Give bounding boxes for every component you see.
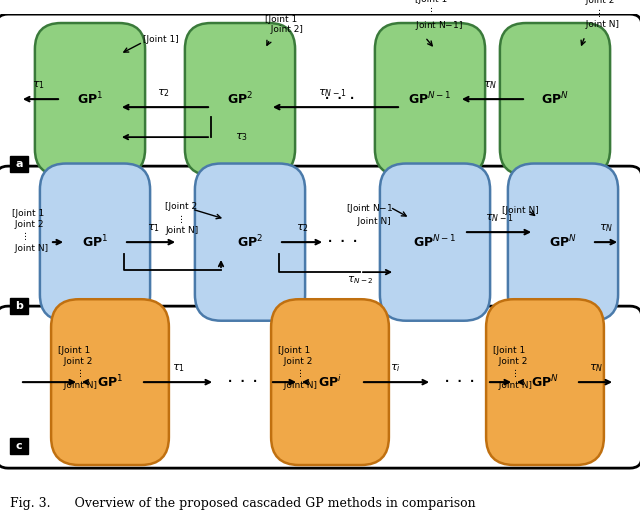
Text: $\tau_N$: $\tau_N$ xyxy=(599,222,613,234)
FancyBboxPatch shape xyxy=(375,23,485,175)
FancyBboxPatch shape xyxy=(500,23,610,175)
Text: $\tau_1$: $\tau_1$ xyxy=(31,79,44,91)
FancyBboxPatch shape xyxy=(0,166,640,328)
FancyBboxPatch shape xyxy=(0,14,640,186)
FancyBboxPatch shape xyxy=(0,306,640,468)
Text: $\tau_2$: $\tau_2$ xyxy=(296,222,308,234)
FancyBboxPatch shape xyxy=(40,163,150,321)
Text: GP$^2$: GP$^2$ xyxy=(237,234,263,250)
FancyBboxPatch shape xyxy=(271,299,389,465)
FancyBboxPatch shape xyxy=(195,163,305,321)
Text: Fig. 3.      Overview of the proposed cascaded GP methods in comparison: Fig. 3. Overview of the proposed cascade… xyxy=(10,498,476,510)
Text: GP$^1$: GP$^1$ xyxy=(77,91,103,108)
Text: $\tau_i$: $\tau_i$ xyxy=(390,362,401,374)
Text: [Joint 1
  Joint 2
     $\vdots$
  Joint N]: [Joint 1 Joint 2 $\vdots$ Joint N] xyxy=(580,0,619,29)
Text: [Joint 1
 Joint 2
   $\vdots$
 Joint N]: [Joint 1 Joint 2 $\vdots$ Joint N] xyxy=(12,209,48,253)
Text: $\tau_{N-1}$: $\tau_{N-1}$ xyxy=(485,212,513,224)
FancyBboxPatch shape xyxy=(10,438,28,454)
Text: $\tau_2$: $\tau_2$ xyxy=(157,87,170,99)
Text: [Joint 1
  Joint 2
      $\vdots$
  Joint N]: [Joint 1 Joint 2 $\vdots$ Joint N] xyxy=(58,346,97,390)
FancyBboxPatch shape xyxy=(10,156,28,172)
Text: GP$^N$: GP$^N$ xyxy=(541,91,569,108)
Text: GP$^i$: GP$^i$ xyxy=(318,374,342,390)
Text: GP$^N$: GP$^N$ xyxy=(531,374,559,391)
Text: c: c xyxy=(16,441,22,451)
Text: GP$^{N-1}$: GP$^{N-1}$ xyxy=(408,91,452,108)
FancyBboxPatch shape xyxy=(51,299,169,465)
Text: GP$^N$: GP$^N$ xyxy=(549,234,577,250)
Text: GP$^2$: GP$^2$ xyxy=(227,91,253,108)
Text: $\tau_3$: $\tau_3$ xyxy=(235,131,248,143)
FancyBboxPatch shape xyxy=(508,163,618,321)
Text: [Joint 1
    $\vdots$
Joint N$-$1]: [Joint 1 $\vdots$ Joint N$-$1] xyxy=(415,0,463,32)
Text: · · ·: · · · xyxy=(328,233,358,251)
Text: $\tau_1$: $\tau_1$ xyxy=(147,222,159,234)
Text: $\tau_{N-1}$: $\tau_{N-1}$ xyxy=(318,87,346,99)
Text: $\tau_N$: $\tau_N$ xyxy=(589,362,603,374)
Text: [Joint N]: [Joint N] xyxy=(502,206,539,215)
Text: [Joint N$-$1
    Joint N]: [Joint N$-$1 Joint N] xyxy=(346,202,394,226)
FancyBboxPatch shape xyxy=(10,298,28,314)
FancyBboxPatch shape xyxy=(380,163,490,321)
Text: [Joint 1]: [Joint 1] xyxy=(143,35,179,44)
Text: $\tau_N$: $\tau_N$ xyxy=(483,79,497,91)
Text: b: b xyxy=(15,301,23,311)
Text: [Joint 2
    $\vdots$
Joint N]: [Joint 2 $\vdots$ Joint N] xyxy=(165,202,198,235)
Text: [Joint 1
  Joint 2]: [Joint 1 Joint 2] xyxy=(265,15,303,34)
Text: GP$^1$: GP$^1$ xyxy=(82,234,108,250)
Text: $\tau_1$: $\tau_1$ xyxy=(172,362,184,374)
Text: $\tau_{N-2}$: $\tau_{N-2}$ xyxy=(347,274,373,286)
Text: GP$^{N-1}$: GP$^{N-1}$ xyxy=(413,234,457,250)
Text: a: a xyxy=(15,159,23,169)
Text: GP$^1$: GP$^1$ xyxy=(97,374,123,391)
Text: · · ·: · · · xyxy=(444,373,476,392)
FancyBboxPatch shape xyxy=(185,23,295,175)
FancyBboxPatch shape xyxy=(486,299,604,465)
Text: · · ·: · · · xyxy=(324,90,356,109)
Text: [Joint 1
  Joint 2
      $\vdots$
  Joint N]: [Joint 1 Joint 2 $\vdots$ Joint N] xyxy=(493,346,532,390)
Text: [Joint 1
  Joint 2
      $\vdots$
  Joint N]: [Joint 1 Joint 2 $\vdots$ Joint N] xyxy=(278,346,317,390)
Text: · · ·: · · · xyxy=(227,373,259,392)
FancyBboxPatch shape xyxy=(35,23,145,175)
